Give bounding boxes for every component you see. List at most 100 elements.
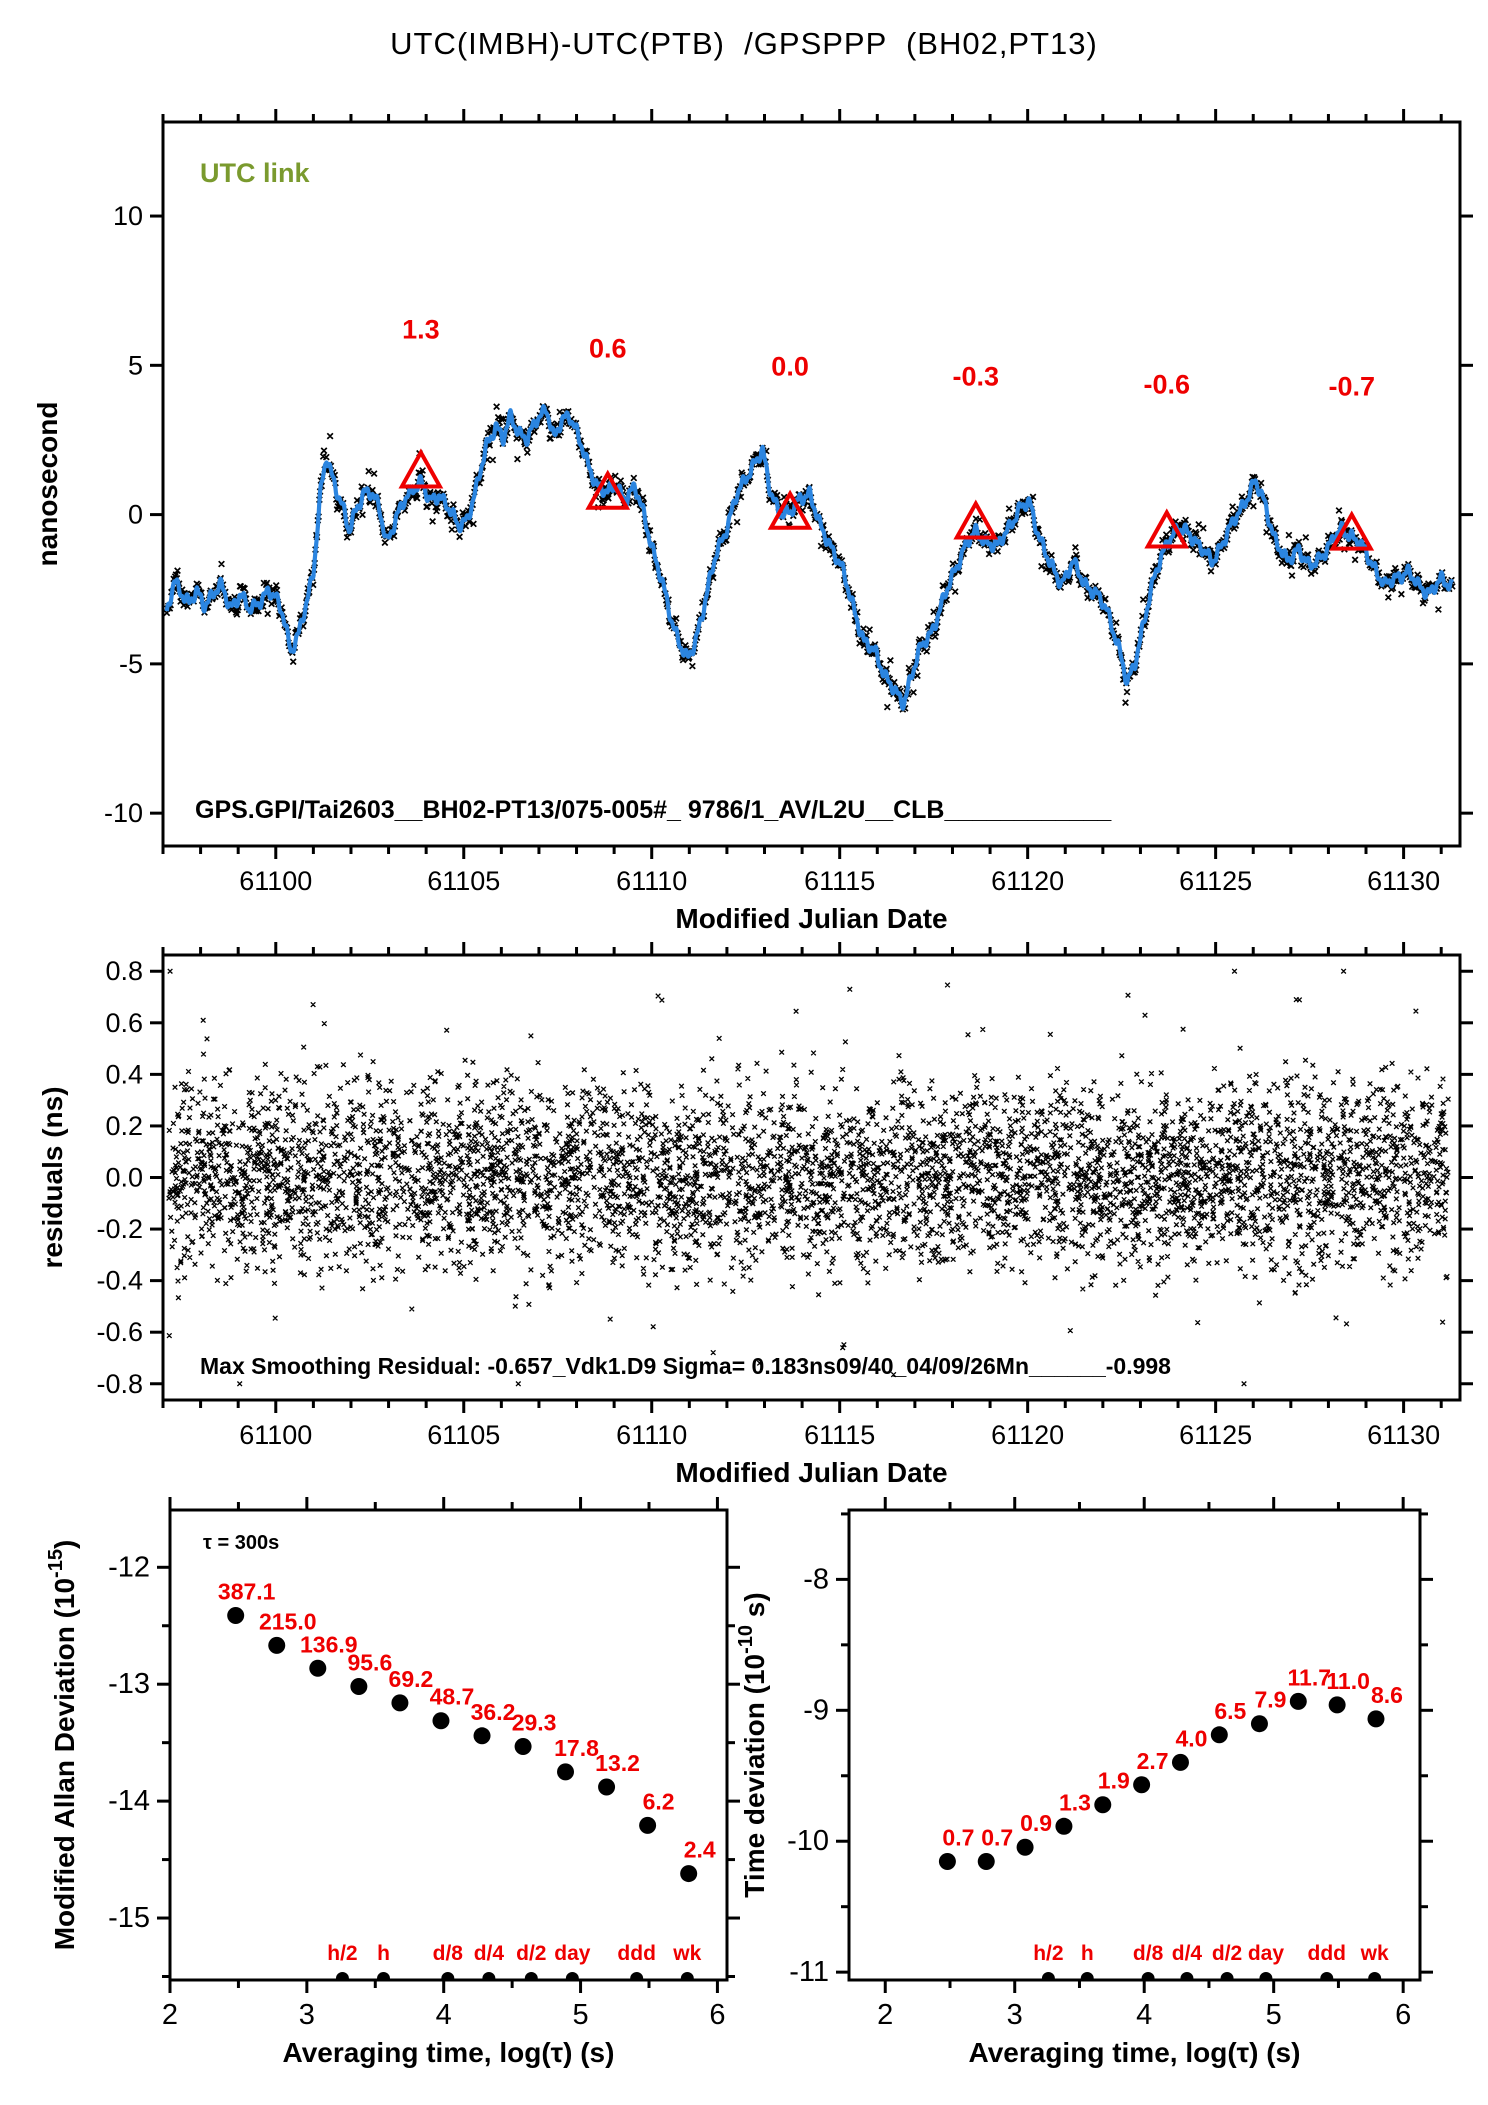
x-axis-tick-label: 61125	[1179, 866, 1252, 896]
interval-mark-label: day	[1248, 1942, 1285, 1965]
deviation-point	[1289, 1692, 1307, 1710]
deviation-point	[1016, 1838, 1034, 1856]
deviation-point-value: 69.2	[389, 1666, 434, 1692]
y-axis-tick-label: -10	[104, 798, 143, 828]
y-axis-tick-label: -5	[119, 649, 143, 679]
deviation-point-value: 0.7	[981, 1825, 1013, 1851]
utc-link-chart: 61100 61105 61110 61115 61120 61125 61130 -10 -5…	[32, 109, 1473, 934]
x-axis-tick-label: 61100	[239, 1420, 312, 1450]
interval-mark-label: h	[377, 1942, 390, 1965]
interval-mark-label: d/2	[516, 1942, 546, 1965]
utc-point-triangle	[1329, 510, 1375, 551]
deviation-point	[227, 1606, 245, 1624]
x-axis-tick-label: 61110	[616, 1420, 687, 1450]
deviation-point	[1133, 1776, 1151, 1794]
deviation-point	[391, 1694, 409, 1712]
residual-markers	[166, 968, 1451, 1387]
figure-title: UTC(IMBH)-UTC(PTB) /GPSPPP (BH02,PT13)	[390, 26, 1098, 61]
y-axis-tick-label: -13	[108, 1668, 150, 1700]
y-axis-tick-label: -11	[789, 1956, 829, 1988]
x-axis-tick-label: 61130	[1367, 1420, 1440, 1450]
deviation-point	[309, 1659, 327, 1677]
deviation-point-value: 11.7	[1288, 1664, 1332, 1690]
allan-deviation-chart: 2 3 4 5 6 -12 -13 -14 -15 Averaging time, log(τ) …	[45, 1497, 740, 2068]
interval-mark	[1141, 1972, 1155, 1979]
interval-mark-label: d/2	[1212, 1942, 1242, 1965]
y-axis-title: residuals (ns)	[37, 1086, 68, 1268]
deviation-point-value: 7.9	[1254, 1687, 1286, 1713]
x-axis-tick-label: 61100	[239, 866, 312, 896]
utc-point-value: -0.6	[1143, 369, 1190, 399]
interval-mark-label: h/2	[1033, 1942, 1063, 1965]
interval-mark	[524, 1972, 538, 1979]
utc-link-label: UTC link	[200, 158, 310, 188]
x-axis-tick-label: 5	[1266, 1999, 1282, 2031]
utc-point-triangle	[585, 469, 631, 510]
y-axis-tick-label: 10	[113, 201, 143, 231]
deviation-point	[1094, 1796, 1112, 1814]
y-axis-tick-label: -0.8	[96, 1369, 143, 1399]
deviation-point-value: 2.7	[1137, 1748, 1169, 1774]
smoothed-line	[164, 404, 1454, 711]
x-axis-tick-label: 61105	[427, 1420, 500, 1450]
interval-mark-label: wk	[1360, 1942, 1389, 1965]
deviation-point	[1055, 1817, 1073, 1835]
interval-mark-label: h/2	[327, 1942, 357, 1965]
y-axis-tick-label: -10	[787, 1825, 829, 1857]
y-axis-title: Modified Allan Deviation (10-15)	[45, 1540, 80, 1951]
deviation-point	[1210, 1726, 1228, 1744]
interval-mark	[335, 1972, 349, 1979]
interval-mark-label: day	[554, 1942, 591, 1965]
plot-frame	[161, 120, 1462, 848]
interval-mark-label: d/8	[433, 1942, 464, 1965]
interval-mark	[1180, 1972, 1194, 1979]
deviation-point-value: 17.8	[554, 1735, 599, 1761]
plot-frame	[168, 1508, 729, 1982]
deviation-point-value: 6.2	[643, 1788, 675, 1814]
y-axis-title: nanosecond	[32, 402, 63, 567]
deviation-point-value: 215.0	[259, 1608, 317, 1634]
link-id-watermark: GPS.GPI/Tai2603__BH02-PT13/075-005#_ 978…	[195, 796, 1112, 824]
deviation-point	[557, 1763, 575, 1781]
deviation-point-value: 6.5	[1214, 1698, 1246, 1724]
plot-frame	[847, 1508, 1422, 1982]
deviation-point	[1171, 1753, 1189, 1771]
interval-mark	[680, 1972, 694, 1979]
utc-point-triangle	[1144, 508, 1190, 549]
y-axis-tick-label: 0	[128, 500, 143, 530]
deviation-point-value: 387.1	[218, 1578, 276, 1604]
deviation-point	[350, 1677, 368, 1695]
y-axis-tick-label: 0.8	[105, 956, 143, 986]
interval-mark	[630, 1972, 644, 1979]
x-axis-title: Modified Julian Date	[675, 903, 947, 934]
deviation-point	[938, 1853, 956, 1871]
x-axis-tick-label: 61130	[1367, 866, 1440, 896]
interval-mark	[1320, 1972, 1334, 1979]
deviation-point-value: 1.9	[1098, 1768, 1130, 1794]
y-axis-tick-label: -12	[108, 1551, 150, 1583]
interval-mark	[565, 1972, 579, 1979]
x-axis-tick-label: 3	[299, 1999, 315, 2031]
interval-mark-label: ddd	[617, 1942, 655, 1965]
deviation-point	[1328, 1696, 1346, 1714]
x-axis-tick-label: 6	[709, 1999, 725, 2031]
x-axis-tick-label: 2	[162, 1999, 178, 2031]
y-axis-tick-label: 0.6	[105, 1008, 143, 1038]
x-axis-tick-label: 5	[572, 1999, 588, 2031]
x-axis-tick-label: 4	[1136, 1999, 1152, 2031]
interval-mark-label: h	[1081, 1942, 1094, 1965]
deviation-point	[473, 1727, 491, 1745]
x-axis-tick-label: 61120	[991, 866, 1064, 896]
deviation-point	[598, 1778, 616, 1796]
y-axis-tick-label: -15	[108, 1902, 150, 1934]
y-axis-tick-label: -0.4	[96, 1266, 143, 1296]
y-axis-title: Time deviation (10-10 s)	[735, 1592, 770, 1897]
y-axis-tick-label: 5	[128, 350, 143, 380]
y-axis-tick-label: -9	[803, 1694, 829, 1726]
residuals-chart: 61100 61105 61110 61115 61120 61125 61130 -0.8 -…	[37, 942, 1473, 1488]
plot-frame	[161, 953, 1462, 1402]
x-axis-title: Modified Julian Date	[675, 1457, 947, 1488]
x-axis-tick-label: 61120	[991, 1420, 1064, 1450]
x-axis-tick-label: 61105	[427, 866, 500, 896]
y-axis-tick-label: 0.4	[105, 1059, 143, 1089]
